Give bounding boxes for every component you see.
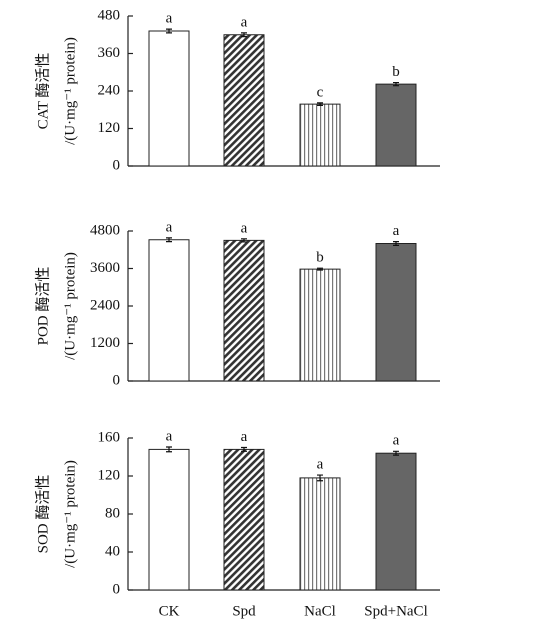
data-label: a (241, 429, 248, 445)
y-axis-label: CAT 酶活性 (34, 53, 51, 130)
bar (299, 477, 341, 591)
x-tick-label: NaCl (304, 603, 336, 619)
x-tick-label: CK (159, 603, 180, 619)
bar (299, 103, 341, 167)
x-tick-label: Spd (232, 603, 256, 619)
y-tick-label: 120 (98, 467, 121, 483)
data-label: a (166, 11, 173, 27)
y-tick-label: 480 (98, 7, 121, 23)
y-tick-label: 3600 (90, 260, 120, 276)
bar (375, 83, 417, 167)
error-bar (393, 241, 399, 246)
y-axis-label: /(U·mg⁻¹ protein) (62, 252, 78, 360)
bar (148, 239, 190, 382)
data-label: c (317, 84, 324, 100)
error-bar (393, 81, 399, 87)
bar (375, 452, 417, 591)
y-axis-label: SOD 酶活性 (34, 475, 51, 554)
data-label: a (317, 456, 324, 472)
y-tick-label: 360 (98, 45, 121, 61)
y-tick-label: 80 (105, 505, 120, 521)
data-label: a (393, 433, 400, 449)
data-label: b (392, 64, 400, 80)
y-tick-label: 4800 (90, 222, 120, 238)
y-tick-label: 160 (98, 429, 121, 445)
error-bar (166, 446, 172, 453)
y-tick-label: 0 (113, 581, 121, 597)
y-tick-label: 2400 (90, 297, 120, 313)
error-bar (317, 267, 323, 271)
bar (299, 268, 341, 382)
y-axis-label: /(U·mg⁻¹ protein) (62, 37, 78, 145)
data-label: b (316, 250, 324, 266)
error-bar (166, 28, 172, 34)
y-tick-label: 0 (113, 157, 121, 173)
error-bar (166, 237, 172, 243)
data-label: a (166, 219, 173, 235)
error-bar (393, 450, 399, 456)
bar (375, 243, 417, 382)
bar (223, 34, 265, 167)
bar (223, 239, 265, 382)
y-axis-label: POD 酶活性 (34, 267, 51, 346)
error-bar (317, 102, 323, 106)
error-bar (317, 474, 323, 482)
error-bar (241, 238, 247, 243)
data-label: a (241, 14, 248, 30)
error-bar (241, 446, 247, 452)
x-tick-label: Spd+NaCl (364, 603, 427, 619)
y-tick-label: 120 (98, 120, 121, 136)
y-tick-label: 0 (113, 372, 121, 388)
error-bar (241, 32, 247, 38)
y-axis-label: /(U·mg⁻¹ protein) (62, 460, 78, 568)
data-label: a (241, 220, 248, 236)
y-tick-label: 40 (105, 543, 120, 559)
data-label: a (393, 223, 400, 239)
y-tick-label: 1200 (90, 335, 120, 351)
data-label: a (166, 428, 173, 444)
bar (223, 448, 265, 591)
bar (148, 30, 190, 167)
y-tick-label: 240 (98, 82, 121, 98)
bar (148, 448, 190, 591)
